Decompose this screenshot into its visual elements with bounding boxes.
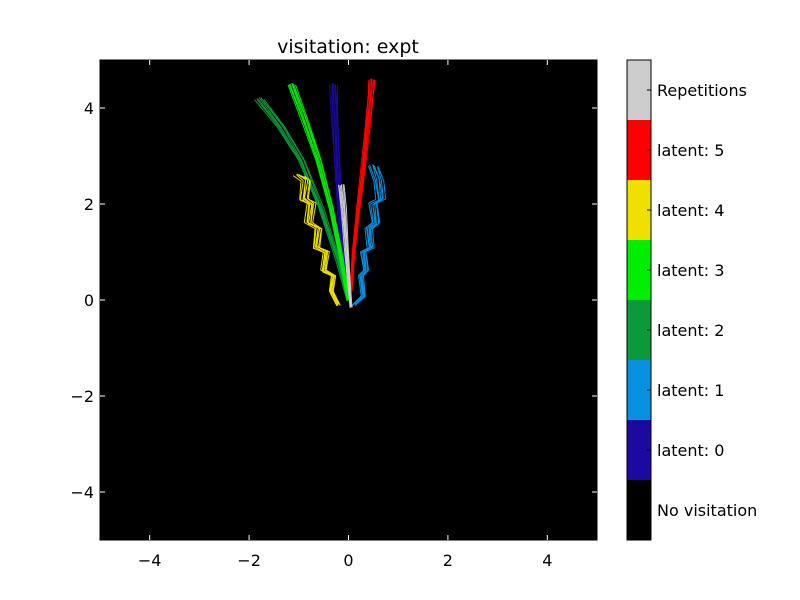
colorbar-label-latent-3: latent: 3 (657, 261, 724, 280)
x-tick-label: 4 (542, 551, 552, 570)
colorbar-frame (626, 59, 652, 541)
colorbar-label-latent-1: latent: 1 (657, 381, 724, 400)
x-tick-label: −2 (237, 551, 261, 570)
trajectory-latent-rep (343, 184, 353, 308)
trajectory-latent-2 (257, 97, 349, 301)
chart-title: visitation: expt (277, 36, 419, 58)
trajectory-bundle-latent-5 (349, 78, 376, 292)
trajectory-bundle-latent-4 (292, 173, 341, 307)
trajectory-latent-1 (352, 164, 380, 306)
colorbar-label-latent-2: latent: 2 (657, 321, 724, 340)
y-tick-label: −2 (70, 387, 94, 406)
colorbar-label-latent-5: latent: 5 (657, 141, 724, 160)
trajectory-layer (254, 78, 387, 308)
trajectory-latent-1 (354, 166, 384, 305)
colorbar: No visitation latent: 0 latent: 1 latent: 2… (626, 59, 757, 541)
trajectory-latent-4 (296, 174, 339, 307)
colorbar-label-repetitions: Repetitions (657, 81, 747, 100)
colorbar-label-no-visitation: No visitation (657, 501, 757, 520)
y-tick-label: 0 (84, 291, 94, 310)
trajectory-latent-3 (287, 84, 348, 301)
x-axis: −4 −2 0 2 4 (138, 60, 552, 570)
colorbar-label-latent-0: latent: 0 (657, 441, 724, 460)
x-tick-label: 2 (443, 551, 453, 570)
trajectory-latent-1 (354, 166, 387, 306)
trajectory-latent-1 (353, 164, 382, 305)
trajectory-bundle-latent-1 (351, 164, 387, 307)
trajectory-latent-4 (298, 174, 340, 305)
y-tick-label: 4 (84, 99, 94, 118)
trajectory-latent-5 (351, 79, 376, 291)
trajectory-latent-2 (254, 99, 348, 302)
trajectory-latent-1 (351, 165, 377, 307)
y-axis: −4 −2 0 2 4 (70, 99, 597, 502)
trajectory-bundle-latent-3 (287, 83, 351, 301)
x-tick-label: 0 (343, 551, 353, 570)
trajectory-latent-3 (295, 84, 351, 301)
trajectory-latent-3 (293, 83, 350, 300)
trajectory-latent-4 (304, 175, 341, 306)
y-tick-label: −4 (70, 483, 94, 502)
y-tick-label: 2 (84, 195, 94, 214)
colorbar-label-latent-4: latent: 4 (657, 201, 724, 220)
x-tick-label: −4 (138, 551, 162, 570)
trajectory-bundle-latent-rep (338, 184, 353, 308)
trajectory-latent-4 (300, 175, 340, 304)
